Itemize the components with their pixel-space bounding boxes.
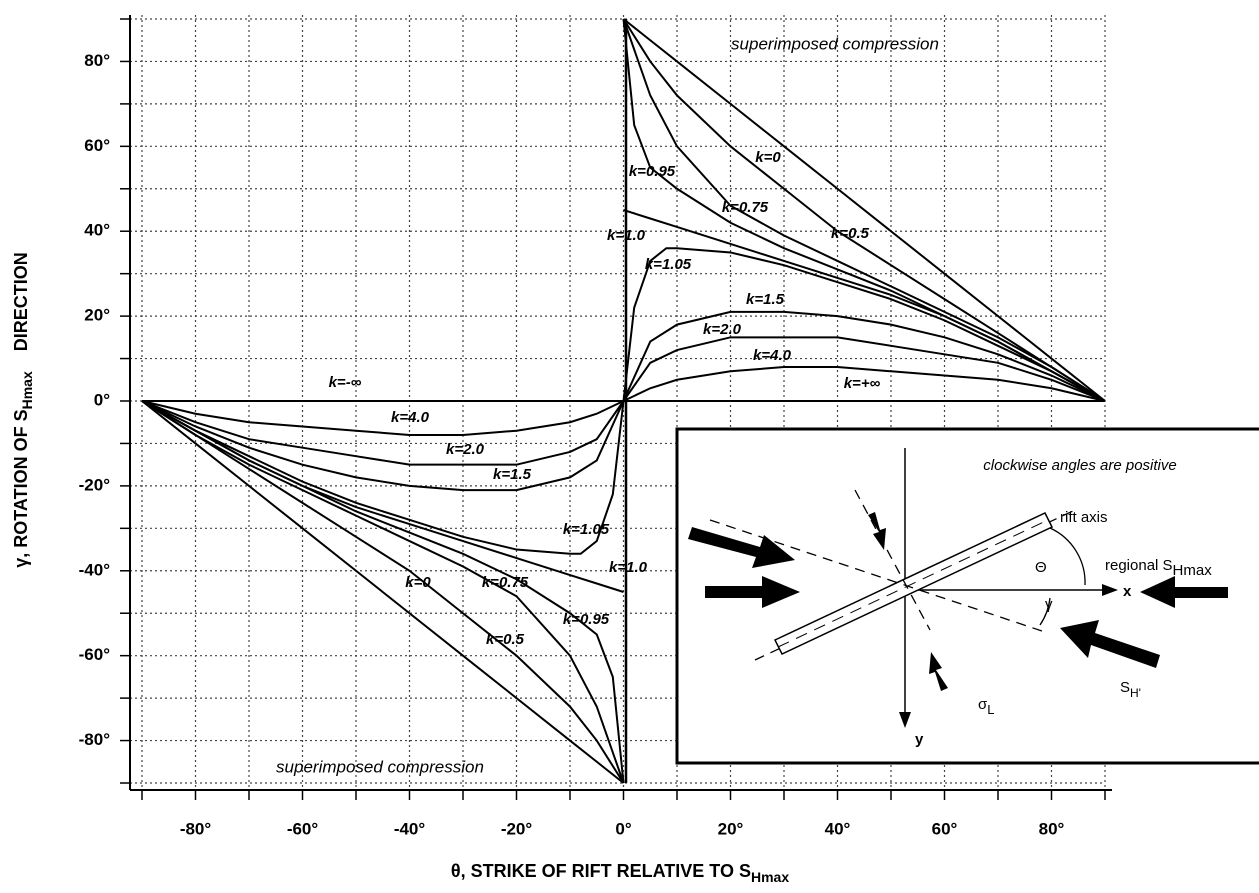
inset-title: clockwise angles are positive [983,457,1176,474]
x-label-main: θ, STRIKE OF RIFT RELATIVE TO S [451,861,751,881]
y-tick-label: 0° [94,390,110,409]
chart: -80° -60° -40° -20° 0° 20° 40° 60° 80° 80° 60° 40° 2… [0,0,1259,893]
series-line [142,401,624,435]
curve-label: k=1.0 [609,559,648,576]
curve-label: k=1.05 [645,256,692,273]
series-line [142,401,624,554]
series-line [624,19,1106,401]
y-tick-label: 40° [84,221,110,240]
series-line [142,401,624,783]
curve-label: k=0.5 [831,225,870,242]
y-tick-label: -20° [79,475,111,494]
curve-label: k=2.0 [446,441,485,458]
inset: clockwise angles are positive rift axis … [677,429,1259,763]
curve-label: k=0.5 [486,631,525,648]
y-label-end: DIRECTION [11,252,31,351]
y-axis-label: γ, ROTATION OF SHmax DIRECTION [11,252,35,567]
curve-label: k=+∞ [844,375,881,392]
curve-label: k=4.0 [391,409,430,426]
sh-sub: H' [1130,686,1141,700]
y-label-main: γ, ROTATION OF S [11,409,31,567]
y-tick-label: -40° [79,560,111,579]
x-tick-label: -80° [180,819,212,838]
annotation: superimposed compression [276,757,484,776]
x-tick-label: 20° [718,819,744,838]
y-label-sub: Hmax [19,371,35,409]
y-tick-label: 60° [84,136,110,155]
curve-label: k=1.5 [746,291,785,308]
x-tick-label: -40° [394,819,426,838]
y-tick-label: -60° [79,645,111,664]
rift-label: rift axis [1060,509,1108,526]
x-tick-label: 80° [1039,819,1065,838]
curve-label: k=0.95 [563,611,610,628]
curve-label: k=2.0 [703,321,742,338]
annotation: superimposed compression [731,34,939,53]
y-tick-label: 80° [84,51,110,70]
x-tick-label: 0° [615,819,631,838]
x-tick-label: 60° [932,819,958,838]
theta-label: Θ [1035,559,1047,576]
y-tick-label: 20° [84,306,110,325]
curve-label: k=1.05 [563,521,610,538]
x-label-inset: x [1123,583,1132,600]
regional-main: regional S [1105,557,1173,574]
curve-label: k=4.0 [753,347,792,364]
x-tick-label: 40° [825,819,851,838]
curve-label: k=0.95 [629,163,676,180]
regional-sub: Hmax [1173,562,1213,579]
curve-label: k=0.75 [722,199,769,216]
x-tick-label: -20° [501,819,533,838]
x-label-sub: Hmax [751,869,789,885]
sigma-sub: L [987,702,994,717]
sh-main: S [1120,679,1130,696]
gamma-label: γ [1045,596,1053,613]
x-axis-label: θ, STRIKE OF RIFT RELATIVE TO SHmax [451,861,789,885]
curve-label: k=0 [755,149,781,166]
y-tick-label: -80° [79,730,111,749]
x-tick-label: -60° [287,819,319,838]
curve-label: k=1.5 [493,466,532,483]
series-line [142,401,624,592]
y-label-inset: y [915,731,924,748]
curve-label: k=-∞ [329,374,362,391]
